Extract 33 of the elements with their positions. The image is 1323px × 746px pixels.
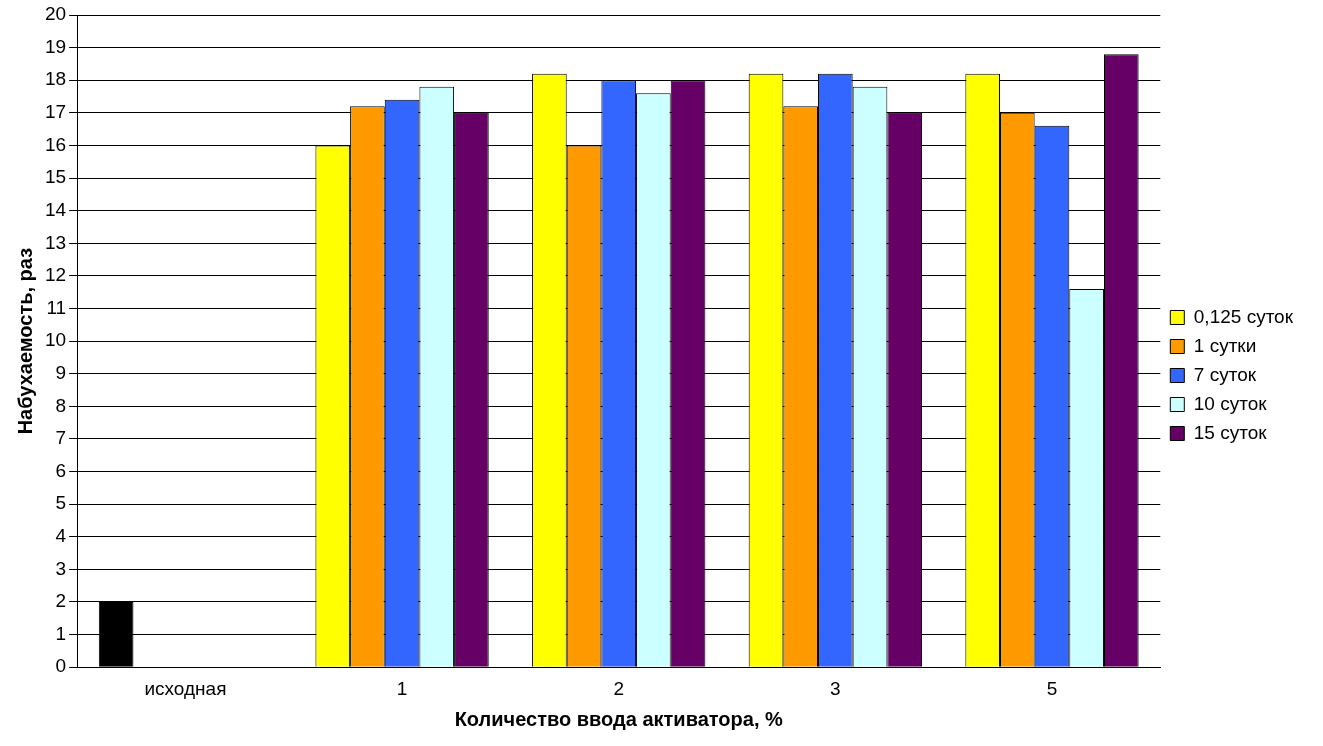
- x-axis-title: Количество ввода активатора, %: [454, 707, 783, 730]
- y-tick-label: 16: [44, 133, 67, 155]
- x-tick-label: 1: [396, 677, 408, 699]
- legend-label: 7 суток: [1193, 363, 1257, 385]
- x-tick-label: исходная: [144, 677, 227, 699]
- y-tick-label: 7: [55, 427, 67, 449]
- legend-label: 15 суток: [1193, 421, 1268, 443]
- legend-label: 1 сутки: [1193, 334, 1257, 356]
- legend-label: 0,125 суток: [1193, 305, 1294, 327]
- y-tick-label: 13: [44, 231, 67, 253]
- x-tick-label: 3: [830, 677, 841, 699]
- x-tick-label: 5: [1046, 677, 1058, 699]
- y-tick-label: 6: [55, 459, 67, 481]
- y-tick-label: 3: [55, 557, 67, 579]
- y-tick-label: 2: [55, 590, 67, 612]
- y-axis-title: Набухаемость, раз: [13, 247, 36, 435]
- y-tick-label: 20: [44, 3, 67, 25]
- y-tick-label: 5: [55, 492, 67, 514]
- y-tick-label: 15: [44, 166, 67, 188]
- y-tick-label: 11: [46, 296, 67, 318]
- y-tick-label: 4: [55, 524, 67, 546]
- y-tick-label: 9: [55, 361, 67, 383]
- y-tick-label: 8: [55, 394, 67, 416]
- y-tick-label: 14: [44, 198, 67, 220]
- x-tick-label: 2: [613, 677, 625, 699]
- y-tick-label: 18: [44, 68, 67, 90]
- y-tick-label: 0: [55, 655, 67, 677]
- legend-label: 10 суток: [1193, 392, 1268, 414]
- y-tick-label: 12: [44, 264, 67, 286]
- y-tick-label: 1: [55, 622, 67, 644]
- y-tick-label: 10: [44, 329, 67, 351]
- y-tick-label: 19: [44, 35, 67, 57]
- y-tick-label: 17: [44, 101, 67, 123]
